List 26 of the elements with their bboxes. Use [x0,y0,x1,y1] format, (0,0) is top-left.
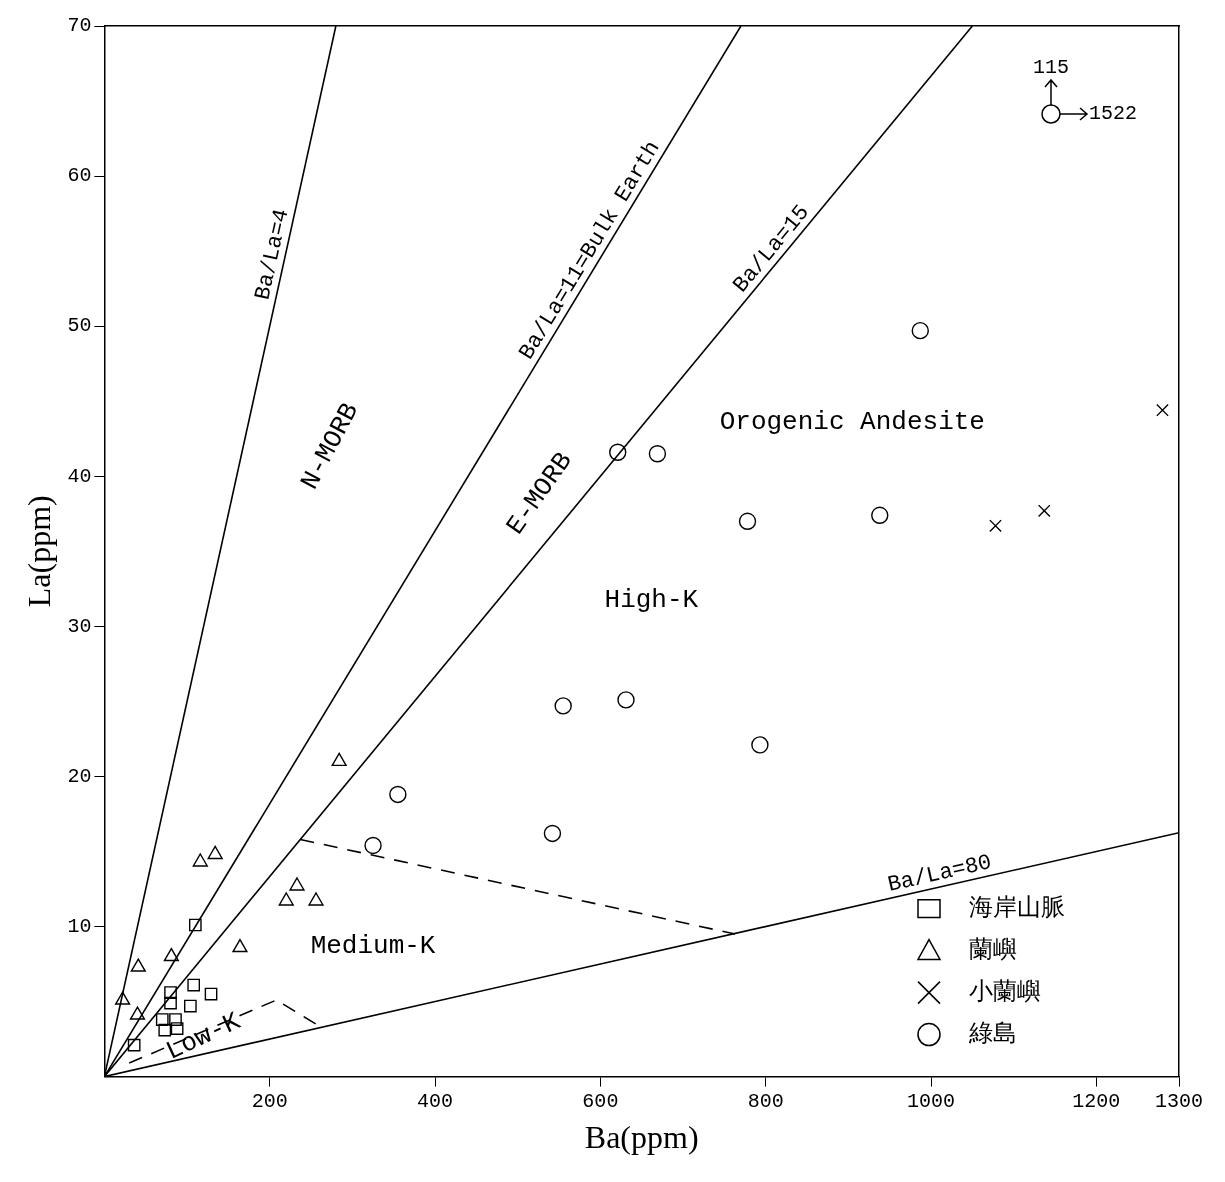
x-axis-title: Ba(ppm) [584,1119,699,1156]
y-tick-label: 40 [67,464,92,488]
x-tick-label: 1000 [907,1089,956,1113]
annotation: Orogenic Andesite [719,406,985,437]
y-tick-label: 20 [67,764,92,788]
annotation: 115 [1032,56,1070,80]
annotation: High-K [604,584,699,615]
y-tick-label: 60 [67,164,92,188]
x-tick-label: 600 [582,1089,619,1113]
annotation: 1522 [1089,102,1138,126]
x-tick-label: 400 [417,1089,454,1113]
legend-label: 小蘭嶼 [969,976,1041,1005]
x-tick-label: 200 [251,1089,288,1113]
y-axis-title: La(ppm) [20,495,57,608]
x-tick-label: 1200 [1072,1089,1121,1113]
text: Ba/La=4 [250,206,295,303]
y-tick-label: 50 [67,314,92,338]
y-tick-label: 70 [67,14,92,38]
legend-label: 綠島 [968,1018,1017,1047]
y-tick-label: 10 [67,914,92,938]
x-tick-label: 1300 [1154,1089,1204,1113]
legend-label: 海岸山脈 [969,892,1065,921]
x-tick-label: 800 [747,1089,784,1113]
annotation: Medium-K [310,931,436,962]
legend-label: 蘭嶼 [969,934,1017,963]
y-tick-label: 30 [67,614,92,638]
